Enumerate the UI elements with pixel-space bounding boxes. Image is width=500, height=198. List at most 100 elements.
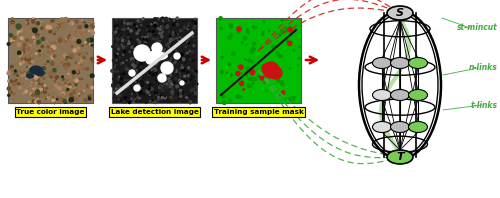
Circle shape (20, 101, 21, 102)
Circle shape (45, 69, 48, 72)
Circle shape (180, 53, 183, 56)
Circle shape (153, 38, 154, 39)
Circle shape (124, 97, 126, 99)
Circle shape (279, 33, 281, 35)
Circle shape (168, 65, 170, 67)
Circle shape (126, 86, 128, 88)
Circle shape (193, 51, 194, 52)
Circle shape (124, 101, 126, 103)
Circle shape (44, 53, 46, 56)
Circle shape (26, 66, 28, 67)
Circle shape (165, 68, 167, 70)
Circle shape (148, 61, 151, 64)
Circle shape (136, 70, 137, 71)
Circle shape (182, 68, 184, 71)
Circle shape (39, 94, 42, 97)
Circle shape (53, 46, 56, 49)
Circle shape (37, 36, 38, 37)
Circle shape (72, 71, 76, 74)
Circle shape (285, 99, 286, 100)
Circle shape (172, 43, 173, 44)
Circle shape (162, 28, 164, 29)
Circle shape (148, 81, 150, 83)
Circle shape (154, 81, 156, 83)
Circle shape (56, 25, 58, 28)
Circle shape (83, 90, 84, 91)
Circle shape (136, 65, 137, 66)
Circle shape (196, 87, 198, 88)
Circle shape (186, 71, 188, 73)
Circle shape (53, 71, 56, 74)
Circle shape (23, 92, 24, 94)
Circle shape (129, 66, 131, 68)
Circle shape (166, 51, 168, 54)
Circle shape (239, 65, 243, 69)
Circle shape (62, 49, 64, 50)
Circle shape (114, 91, 115, 92)
Circle shape (180, 92, 182, 95)
Circle shape (170, 75, 172, 76)
Circle shape (8, 71, 10, 72)
Circle shape (180, 77, 181, 78)
Ellipse shape (387, 6, 413, 20)
Circle shape (41, 46, 43, 48)
Circle shape (152, 56, 154, 58)
Circle shape (10, 80, 13, 83)
Circle shape (82, 51, 84, 54)
Circle shape (172, 94, 173, 95)
Circle shape (118, 31, 121, 34)
Circle shape (92, 25, 94, 28)
Circle shape (50, 75, 52, 78)
Circle shape (38, 79, 40, 81)
Circle shape (126, 43, 129, 46)
Circle shape (250, 50, 254, 53)
Circle shape (53, 55, 56, 58)
Circle shape (238, 65, 240, 67)
Circle shape (164, 76, 166, 78)
Circle shape (67, 89, 68, 90)
Circle shape (44, 95, 46, 96)
Circle shape (8, 43, 10, 45)
Circle shape (70, 53, 74, 57)
Circle shape (26, 72, 31, 76)
Circle shape (55, 73, 56, 74)
Circle shape (190, 101, 192, 102)
Circle shape (60, 58, 62, 60)
Circle shape (293, 49, 296, 51)
Circle shape (166, 70, 168, 72)
Circle shape (148, 73, 150, 75)
Circle shape (35, 43, 36, 44)
Circle shape (158, 96, 159, 98)
Circle shape (128, 34, 129, 35)
Circle shape (128, 43, 129, 45)
Circle shape (77, 40, 81, 43)
Circle shape (78, 53, 80, 55)
Circle shape (248, 84, 252, 88)
Circle shape (116, 66, 119, 69)
Circle shape (140, 66, 141, 67)
Circle shape (164, 60, 167, 62)
Circle shape (182, 61, 184, 63)
Circle shape (114, 71, 116, 72)
Circle shape (54, 41, 56, 44)
Circle shape (7, 87, 10, 90)
Circle shape (158, 74, 166, 82)
Circle shape (22, 61, 24, 63)
Circle shape (70, 38, 73, 41)
Circle shape (162, 74, 163, 75)
Circle shape (20, 37, 23, 40)
Circle shape (19, 33, 22, 36)
Circle shape (30, 54, 33, 58)
Ellipse shape (408, 122, 428, 132)
Circle shape (162, 31, 163, 32)
Circle shape (170, 40, 172, 42)
Circle shape (16, 24, 21, 29)
Circle shape (186, 26, 188, 27)
Circle shape (266, 90, 267, 91)
Circle shape (75, 65, 78, 68)
Circle shape (146, 60, 148, 62)
Circle shape (118, 89, 120, 91)
Circle shape (252, 26, 254, 28)
Circle shape (280, 82, 284, 86)
Circle shape (74, 88, 75, 89)
